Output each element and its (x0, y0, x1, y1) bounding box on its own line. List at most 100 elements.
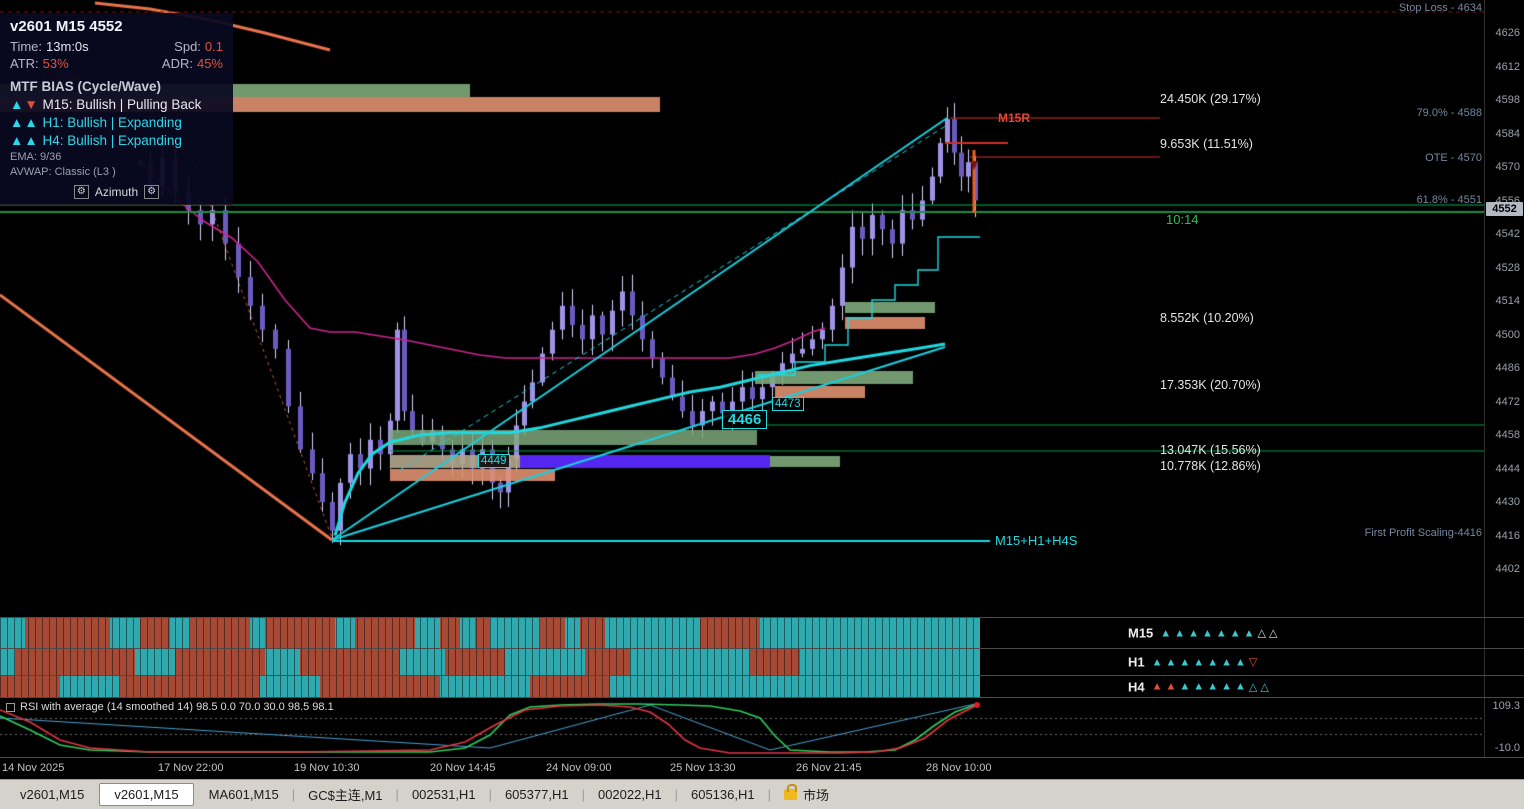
stripe-segment (760, 618, 980, 648)
bias-panel-label: H1 ▲ ▲ ▲ ▲ ▲ ▲ ▲ ▽ (1128, 655, 1257, 670)
stripe-segment (260, 676, 320, 697)
chart-tab-bar: v2601,M15 v2601,M15 MA601,M15 | GC$主连,M1 | 002… (0, 779, 1524, 809)
price-tick: 4528 (1495, 261, 1520, 274)
avwap-setting: AVWAP: Classic (L3 ) (10, 166, 116, 178)
stripe-segment (400, 649, 445, 675)
tab-separator: | (767, 787, 771, 802)
bias-triangle-icon: ▲ (1165, 656, 1177, 668)
rsi-header-text: RSI with average (14 smoothed 14) 98.5 0… (20, 701, 334, 713)
chart-tab[interactable]: 002531,H1 (411, 787, 476, 802)
atr-value: 53% (42, 56, 69, 71)
stripe-segment (335, 618, 355, 648)
stat-row-time: Time: 13m:0s Spd: 0.1 (10, 39, 223, 54)
gear-icon[interactable]: ⚙ (144, 185, 160, 199)
bias-text: H4: Bullish | Expanding (38, 133, 182, 148)
bias-triangle-icon: ▲ (1174, 627, 1186, 639)
tab-separator: | (488, 787, 492, 802)
bias-triangle-icon: ▲ (1221, 656, 1232, 668)
chart-tab-active[interactable]: v2601,M15 (99, 783, 194, 806)
bias-arrow-icon: ▲ (10, 97, 24, 112)
stripe-segment (320, 676, 440, 697)
stripe-segment (700, 618, 760, 648)
time-axis-label: 26 Nov 21:45 (796, 762, 862, 774)
tab-separator: | (291, 787, 296, 802)
price-tick: 4500 (1495, 328, 1520, 341)
time-axis[interactable]: 14 Nov 2025 17 Nov 22:00 19 Nov 10:30 20 No… (0, 757, 1524, 779)
bias-panel-h1[interactable]: H1 ▲ ▲ ▲ ▲ ▲ ▲ ▲ ▽ (0, 649, 1484, 675)
time-axis-label: 20 Nov 14:45 (430, 762, 496, 774)
price-tick: 4430 (1495, 496, 1520, 509)
stripe-segment (445, 649, 505, 675)
price-tick: 4626 (1495, 27, 1520, 39)
stripe-segment (630, 649, 750, 675)
price-tick: 4472 (1495, 395, 1520, 408)
panel-separator (0, 675, 1524, 676)
price-tick: 4416 (1495, 529, 1520, 542)
stripe-segment (140, 618, 170, 648)
tab-separator: | (395, 787, 399, 802)
price-scale[interactable]: 4626 4612 4598 4584 4570 4556 4542 4528 4514 4500… (1484, 0, 1524, 757)
bias-panel-h4[interactable]: H4 ▲ ▲ ▲ ▲ ▲ ▲ ▲ △ △ (0, 676, 1484, 697)
main-chart[interactable]: Stop Loss - 4634 79.0% - 4588 OTE - 4570 61… (0, 0, 1484, 617)
bias-triangle-icon: ▲ (1201, 627, 1213, 639)
azimuth-label: Azimuth (94, 185, 139, 199)
info-panel: v2601 M15 4552 Time: 13m:0s Spd: 0.1 ATR: 5… (0, 13, 233, 205)
chart-tab[interactable]: v2601,M15 (20, 787, 85, 802)
stripe-segment (415, 618, 440, 648)
bias-panel-m15[interactable]: M15 ▲ ▲ ▲ ▲ ▲ ▲ ▲ △ △ (0, 618, 1484, 648)
stripe-segment (490, 618, 540, 648)
stripe-segment (565, 618, 580, 648)
bias-triangle-icon: ▲ (1151, 656, 1163, 668)
mtf-bias-row: ▲▲ H1: Bullish | Expanding (10, 115, 223, 130)
chart-tab[interactable]: 605377,H1 (504, 787, 569, 802)
stripe-segment (250, 618, 265, 648)
spd-label: Spd: (174, 39, 201, 54)
rsi-indicator-icon (6, 702, 15, 712)
stripe-segment (25, 618, 110, 648)
mtf-bias-row: ▲▲ H4: Bullish | Expanding (10, 133, 223, 148)
rsi-canvas[interactable] (0, 698, 1484, 757)
stripe-segment (0, 618, 25, 648)
stripe-segment (60, 676, 120, 697)
ema-setting: EMA: 9/36 (10, 151, 62, 163)
bias-triangle-icon: △ (1248, 681, 1258, 693)
bias-triangle-icon: ▲ (1165, 680, 1177, 693)
stripe-segment (135, 649, 175, 675)
stripe-segment (15, 649, 135, 675)
stripe-segment (530, 676, 610, 697)
panel-separator (0, 648, 1524, 649)
chart-tab[interactable]: GC$主连,M1 (308, 788, 383, 803)
tab-separator: | (674, 787, 678, 802)
bias-triangle-icon: ▲ (1179, 680, 1191, 693)
bias-triangle-icon: ▲ (1207, 680, 1219, 693)
stripe-segment (605, 618, 700, 648)
bias-triangle-icon: △ (1269, 627, 1278, 640)
price-tick: 4514 (1495, 295, 1520, 308)
price-chart-canvas[interactable] (0, 0, 1484, 617)
chart-tab[interactable]: MA601,M15 (208, 787, 279, 802)
spd-value: 0.1 (204, 39, 223, 54)
bias-arrow-icon: ▲ (24, 133, 38, 148)
bias-triangle-icon: ▲ (1193, 656, 1205, 668)
price-tick: 4612 (1495, 60, 1520, 73)
bias-arrow-icon: ▲ (10, 115, 24, 130)
gear-icon[interactable]: ⚙ (73, 185, 89, 199)
chart-tab[interactable]: 002022,H1 (597, 787, 662, 802)
bias-triangle-icon: ▽ (1248, 656, 1258, 669)
tab-market[interactable]: 市场 (772, 782, 841, 807)
time-axis-label: 25 Nov 13:30 (670, 762, 736, 774)
symbol-title: v2601 M15 4552 (10, 18, 123, 35)
stripe-segment (0, 676, 60, 697)
stripe-segment (440, 618, 460, 648)
chart-tab[interactable]: 605136,H1 (690, 787, 755, 802)
bias-triangle-icon: ▲ (1234, 680, 1246, 693)
bias-arrow-icon: ▲ (24, 115, 38, 130)
stripe-texture (0, 618, 980, 648)
rsi-panel[interactable]: RSI with average (14 smoothed 14) 98.5 0… (0, 698, 1484, 757)
bias-triangle-icon: ▲ (1188, 627, 1199, 639)
time-axis-label: 28 Nov 10:00 (926, 762, 992, 774)
bias-arrow-icon: ▼ (24, 97, 38, 112)
bias-text: M15: Bullish | Pulling Back (38, 97, 202, 112)
stripe-segment (190, 618, 250, 648)
